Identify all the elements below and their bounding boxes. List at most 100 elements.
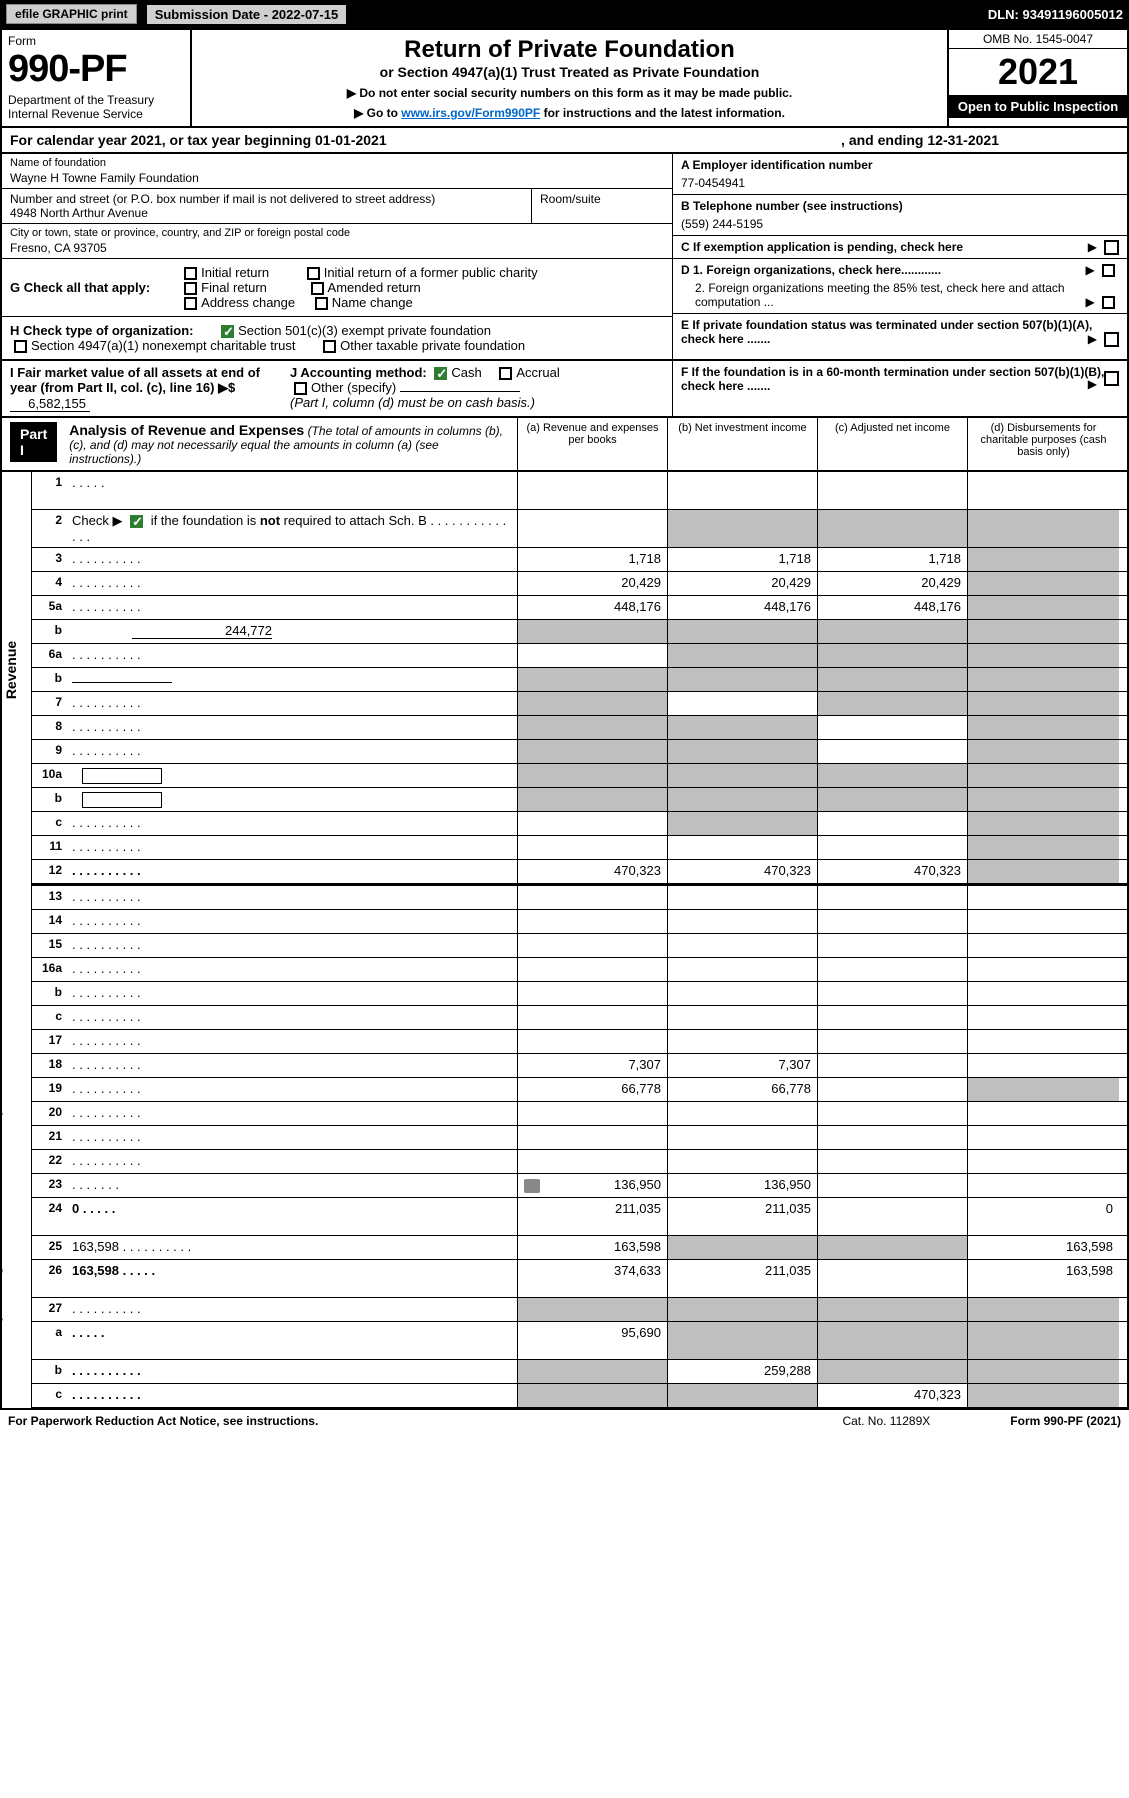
table-row: 3 . . . . . . . . . .1,7181,7181,718 (32, 548, 1127, 572)
c-check[interactable] (1104, 240, 1119, 255)
page-footer: For Paperwork Reduction Act Notice, see … (0, 1410, 1129, 1432)
cell-d (967, 620, 1119, 643)
row-number: a (32, 1322, 68, 1359)
form-note2: ▶ Go to www.irs.gov/Form990PF for instru… (202, 106, 937, 120)
row-desc: 163,598 . . . . . . . . . . (68, 1236, 517, 1259)
cell-a (517, 644, 667, 667)
cell-a (517, 910, 667, 933)
cell-c: 20,429 (817, 572, 967, 595)
row-number: 4 (32, 572, 68, 595)
cell-d (967, 1150, 1119, 1173)
accrual-check[interactable] (499, 367, 512, 380)
g-opt5: Name change (332, 295, 413, 310)
e-check[interactable] (1104, 332, 1119, 347)
row-desc: . . . . . . . . . . (68, 860, 517, 883)
f-check[interactable] (1104, 371, 1119, 386)
table-row: 2Check ▶ if the foundation is not requir… (32, 510, 1127, 548)
row-desc: . . . . . . . . . . (68, 1126, 517, 1149)
row-desc: . . . . . (68, 1322, 517, 1359)
cell-a (517, 692, 667, 715)
initial-public-check[interactable] (307, 267, 320, 280)
amended-check[interactable] (311, 282, 324, 295)
cell-a: 66,778 (517, 1078, 667, 1101)
cell-b: 470,323 (667, 860, 817, 883)
h-opt2: Section 4947(a)(1) nonexempt charitable … (31, 338, 295, 353)
part1-label: Part I (10, 422, 57, 462)
attachment-icon[interactable] (524, 1179, 540, 1193)
cell-d (967, 1384, 1119, 1407)
cell-a (517, 740, 667, 763)
4947-check[interactable] (14, 340, 27, 353)
cell-b (667, 620, 817, 643)
address-change-check[interactable] (184, 297, 197, 310)
i-value: 6,582,155 (10, 396, 90, 412)
cell-c (817, 1006, 967, 1029)
cell-d (967, 764, 1119, 787)
row-number: 24 (32, 1198, 68, 1235)
cell-a (517, 1102, 667, 1125)
row-desc: . . . . . . . . . . (68, 740, 517, 763)
j-accrual: Accrual (516, 365, 559, 380)
h-opt3: Other taxable private foundation (340, 338, 525, 353)
cell-d (967, 1054, 1119, 1077)
d1-check[interactable] (1102, 264, 1115, 277)
col-d-header: (d) Disbursements for charitable purpose… (967, 418, 1119, 470)
cell-a (517, 764, 667, 787)
cell-d (967, 548, 1119, 571)
table-row: 7 . . . . . . . . . . (32, 692, 1127, 716)
cell-b (667, 910, 817, 933)
row-desc: Check ▶ if the foundation is not require… (68, 510, 517, 547)
table-row: b (32, 788, 1127, 812)
row-number: 11 (32, 836, 68, 859)
cell-b: 66,778 (667, 1078, 817, 1101)
cell-a: 374,633 (517, 1260, 667, 1297)
cell-c (817, 472, 967, 509)
col-b-header: (b) Net investment income (667, 418, 817, 470)
row-number: 8 (32, 716, 68, 739)
schb-check[interactable] (130, 515, 143, 528)
cell-b: 20,429 (667, 572, 817, 595)
row-number: b (32, 788, 68, 811)
name-change-check[interactable] (315, 297, 328, 310)
cell-b (667, 812, 817, 835)
g-opt0: Initial return (201, 265, 269, 280)
d2-check[interactable] (1102, 296, 1115, 309)
phone-label: B Telephone number (see instructions) (681, 199, 1119, 213)
cell-d (967, 982, 1119, 1005)
initial-return-check[interactable] (184, 267, 197, 280)
cell-c (817, 982, 967, 1005)
cell-d (967, 1078, 1119, 1101)
cell-a (517, 982, 667, 1005)
row-number: 12 (32, 860, 68, 883)
g-check-row: G Check all that apply: Initial return I… (2, 259, 672, 317)
row-desc: 244,772 (68, 620, 517, 643)
cell-d (967, 716, 1119, 739)
irs-link[interactable]: www.irs.gov/Form990PF (401, 106, 540, 120)
cell-b (667, 510, 817, 547)
row-desc: . . . . . . . . . . (68, 716, 517, 739)
h-check-row: H Check type of organization: Section 50… (2, 317, 672, 359)
cash-check[interactable] (434, 367, 447, 380)
cell-c: 470,323 (817, 860, 967, 883)
form-number: 990-PF (8, 48, 184, 91)
cell-a: 470,323 (517, 860, 667, 883)
form-ref: Form 990-PF (2021) (1010, 1414, 1121, 1428)
g-opt2: Final return (201, 280, 267, 295)
expenses-label: Operating and Administrative Expenses (0, 1068, 2, 1333)
other-taxable-check[interactable] (323, 340, 336, 353)
cell-a (517, 886, 667, 909)
row-desc: . . . . . . . . . . (68, 572, 517, 595)
c-label: C If exemption application is pending, c… (681, 240, 963, 254)
cell-b (667, 1384, 817, 1407)
efile-button[interactable]: efile GRAPHIC print (6, 4, 137, 24)
row-number: b (32, 982, 68, 1005)
other-check[interactable] (294, 382, 307, 395)
row-desc: . . . . . . . . . . (68, 1006, 517, 1029)
form-title: Return of Private Foundation (202, 36, 937, 64)
row-desc: . . . . . . . . . . (68, 1360, 517, 1383)
501c3-check[interactable] (221, 325, 234, 338)
final-return-check[interactable] (184, 282, 197, 295)
row-number: b (32, 620, 68, 643)
cell-a: 1,718 (517, 548, 667, 571)
cell-a (517, 1006, 667, 1029)
